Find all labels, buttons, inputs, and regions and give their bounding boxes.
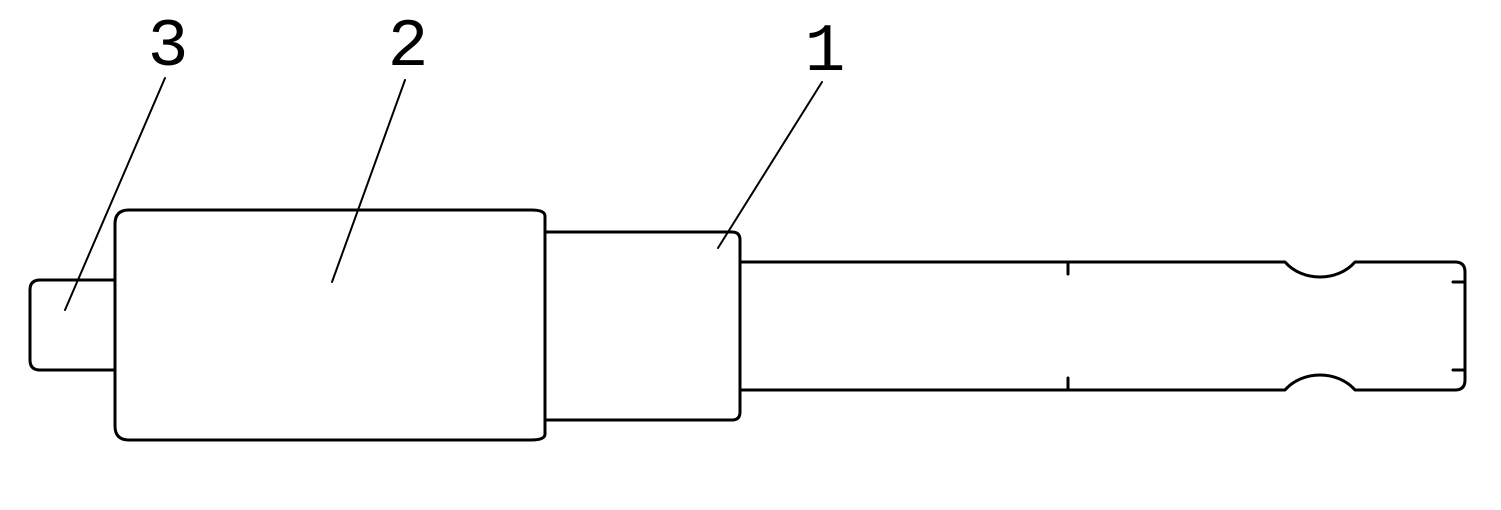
- shaft: [740, 262, 1465, 390]
- mid-block: [545, 232, 740, 420]
- label-l2: 2: [388, 9, 429, 86]
- label-l3: 3: [148, 9, 189, 86]
- leader-l1: [718, 82, 822, 248]
- leader-l2: [332, 80, 405, 282]
- big-block: [115, 210, 545, 440]
- label-l1: 1: [805, 14, 846, 91]
